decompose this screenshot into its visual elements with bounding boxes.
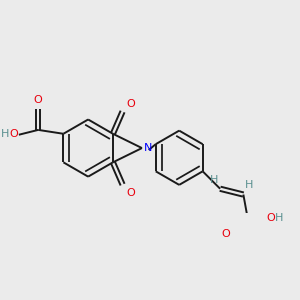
Text: H: H: [1, 129, 9, 139]
Text: O: O: [127, 188, 135, 197]
Text: O: O: [34, 95, 43, 105]
Text: N: N: [144, 143, 153, 153]
Text: H: H: [245, 180, 254, 190]
Text: H: H: [275, 213, 284, 223]
Text: O: O: [221, 230, 230, 239]
Text: O: O: [127, 99, 135, 109]
Text: O: O: [9, 129, 18, 139]
Text: H: H: [210, 175, 218, 185]
Text: O: O: [267, 213, 275, 223]
